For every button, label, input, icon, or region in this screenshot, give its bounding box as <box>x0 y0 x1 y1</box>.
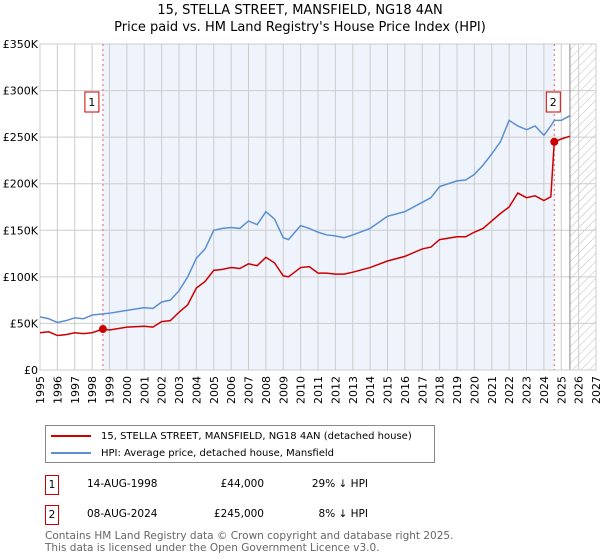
sale-period-shading <box>102 44 555 370</box>
x-tick-label: 2022 <box>503 376 516 404</box>
series-line-property <box>39 135 571 337</box>
y-tick-label: £50K <box>10 317 39 330</box>
x-tick-label: 2004 <box>190 376 203 404</box>
forecast-hatch <box>569 44 596 370</box>
x-tick-label: 2000 <box>121 376 134 404</box>
footer-licence: This data is licensed under the Open Gov… <box>45 542 380 554</box>
x-tick-label: 2018 <box>434 376 447 404</box>
x-tick-label: 2013 <box>347 376 360 404</box>
x-tick-label: 2008 <box>260 376 273 404</box>
series-line-hpi <box>39 115 571 324</box>
transaction-price: £245,000 <box>213 508 264 520</box>
y-tick-label: £100K <box>3 271 39 284</box>
x-tick-label: 2005 <box>208 376 221 404</box>
transaction-date: 08-AUG-2024 <box>87 508 158 520</box>
transaction-row: 2 08-AUG-2024 £245,000 8% ↓ HPI <box>45 505 445 525</box>
x-tick-label: 1995 <box>34 376 47 404</box>
x-tick-label: 2020 <box>468 376 481 404</box>
y-tick-label: £0 <box>24 364 38 377</box>
x-tick-label: 2006 <box>225 376 238 404</box>
transaction-date: 14-AUG-1998 <box>87 478 158 490</box>
transaction-hpi: 8% ↓ HPI <box>318 508 368 520</box>
x-tick-label: 2012 <box>329 376 342 404</box>
chart-title: 15, STELLA STREET, MANSFIELD, NG18 4AN <box>157 3 443 18</box>
x-tick-label: 2021 <box>486 376 499 404</box>
x-tick-label: 2019 <box>451 376 464 404</box>
transaction-hpi: 29% ↓ HPI <box>311 478 368 490</box>
y-tick-label: £350K <box>3 38 39 51</box>
sale-point <box>550 137 559 146</box>
chart-subtitle: Price paid vs. HM Land Registry's House … <box>114 20 486 35</box>
footer: Contains HM Land Registry data © Crown c… <box>45 530 453 554</box>
y-tick-label: £250K <box>3 131 39 144</box>
annotation-label: 1 <box>88 96 95 109</box>
x-tick-label: 2002 <box>156 376 169 404</box>
x-tick-label: 2010 <box>295 376 308 404</box>
x-tick-label: 2016 <box>399 376 412 404</box>
x-tick-label: 2025 <box>555 376 568 404</box>
x-tick-label: 2009 <box>277 376 290 404</box>
x-tick-label: 2024 <box>538 376 551 404</box>
x-tick-label: 2011 <box>312 376 325 404</box>
x-tick-label: 2007 <box>243 376 256 404</box>
x-tick-label: 2003 <box>173 376 186 404</box>
legend-label-property: 15, STELLA STREET, MANSFIELD, NG18 4AN (… <box>101 430 412 442</box>
x-tick-label: 2027 <box>590 376 600 404</box>
x-tick-label: 2023 <box>521 376 534 404</box>
y-tick-label: £200K <box>3 178 39 191</box>
transaction-marker: 2 <box>45 505 59 525</box>
transaction-price: £44,000 <box>220 478 264 490</box>
legend: 15, STELLA STREET, MANSFIELD, NG18 4AN (… <box>45 425 435 463</box>
plot-border <box>39 43 597 371</box>
x-tick-label: 1998 <box>86 376 99 404</box>
x-tick-label: 2017 <box>416 376 429 404</box>
x-tick-label: 1999 <box>104 376 117 404</box>
x-tick-label: 1997 <box>69 376 82 404</box>
annotation-box <box>545 91 561 113</box>
legend-swatch-property <box>51 435 91 437</box>
annotation-label: 2 <box>550 96 557 109</box>
annotation-box <box>84 91 100 113</box>
x-tick-label: 2001 <box>138 376 151 404</box>
transaction-row: 1 14-AUG-1998 £44,000 29% ↓ HPI <box>45 475 445 495</box>
transaction-marker: 1 <box>45 475 59 495</box>
sale-point <box>98 325 107 334</box>
x-tick-label: 2015 <box>382 376 395 404</box>
legend-swatch-hpi <box>51 452 91 454</box>
legend-label-hpi: HPI: Average price, detached house, Mans… <box>101 447 334 459</box>
y-tick-label: £300K <box>3 85 39 98</box>
footer-copyright: Contains HM Land Registry data © Crown c… <box>45 530 454 542</box>
x-tick-label: 2026 <box>573 376 586 404</box>
plot-area: 1995 1996 1997 1998 1999 2000 2001 2002 2003 2004… <box>3 38 600 404</box>
y-tick-label: £150K <box>3 224 39 237</box>
x-tick-label: 1996 <box>51 376 64 404</box>
x-tick-label: 2014 <box>364 376 377 404</box>
